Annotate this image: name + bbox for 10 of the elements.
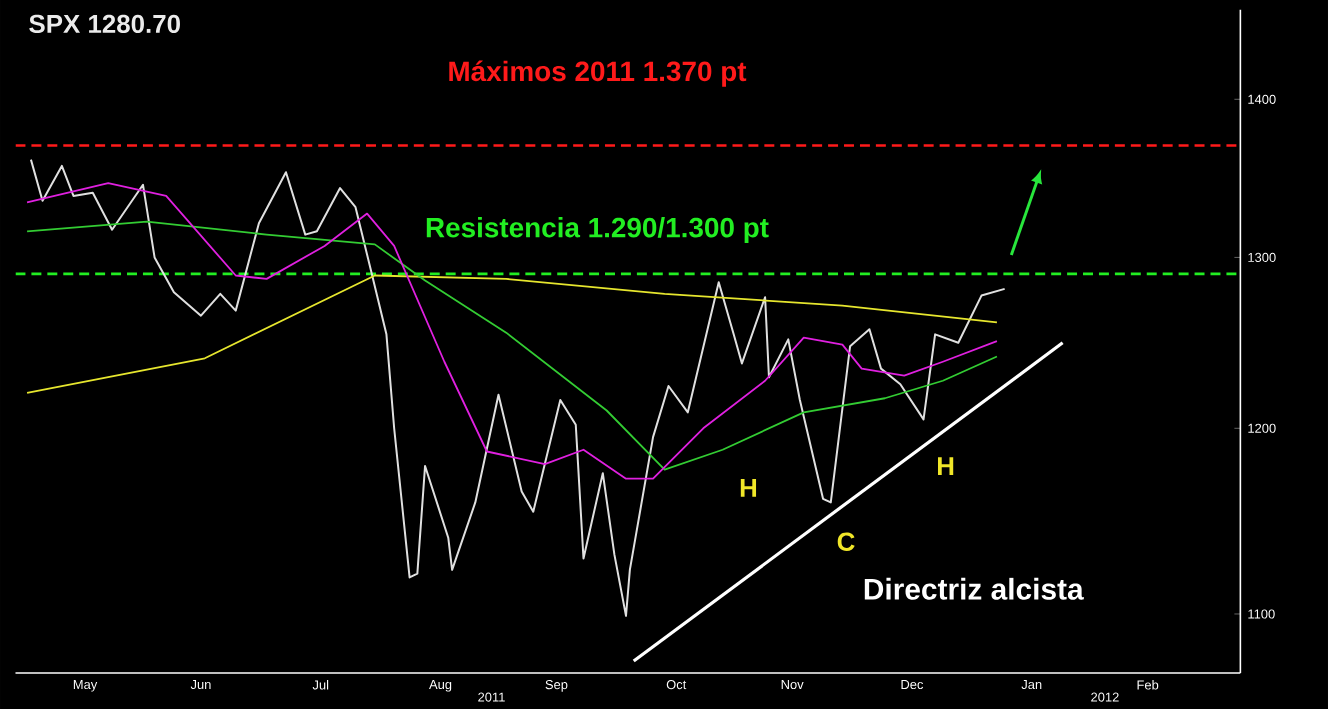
line-series: [26, 182, 998, 481]
annotation: H: [740, 479, 757, 498]
line-series: [26, 275, 998, 395]
annotation: H: [937, 457, 954, 476]
ref-line-label: Resistencia 1.290/1.300 pt: [426, 217, 769, 244]
line-series: [26, 221, 998, 471]
ref-line-label: Máximos 2011 1.370 pt: [449, 60, 747, 88]
annotation: C: [837, 533, 855, 552]
text: Directriz alcista: [864, 578, 1084, 601]
chart-title: SPX 1280.70: [29, 15, 180, 34]
